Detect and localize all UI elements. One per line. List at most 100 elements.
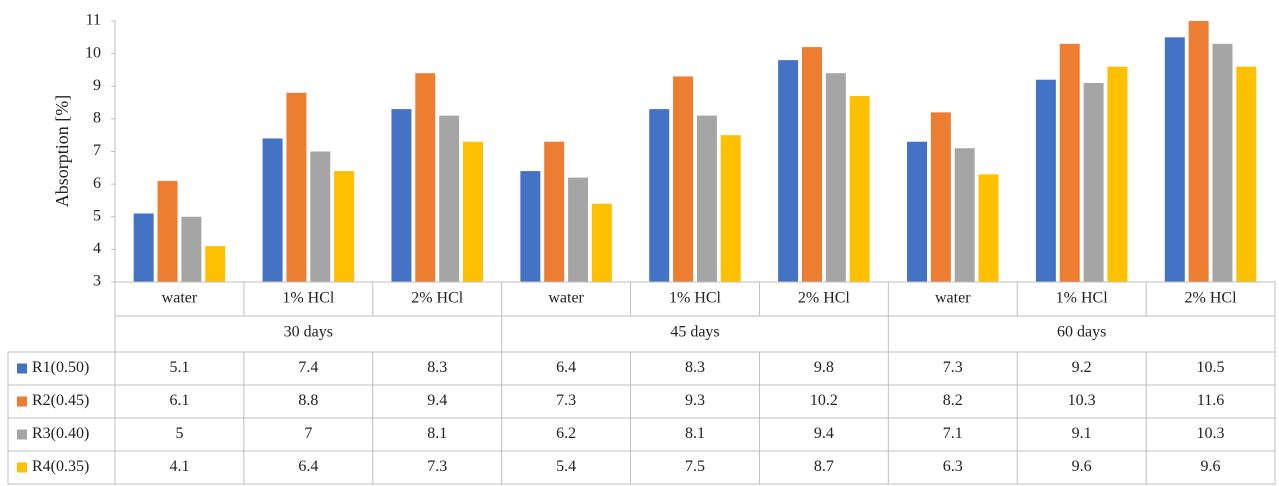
- table-value: 8.3: [685, 359, 705, 376]
- table-value: 7.3: [556, 392, 576, 409]
- bar: [978, 174, 999, 282]
- table-value: 8.1: [685, 425, 705, 442]
- bar: [415, 73, 436, 282]
- table-value: 6.4: [298, 458, 318, 475]
- bar: [1083, 82, 1104, 282]
- y-axis-label: Absorption [%]: [52, 95, 72, 207]
- x-tick-label: 1% HCl: [1056, 290, 1109, 307]
- y-tick-label: 9: [93, 77, 101, 94]
- legend-label: R1(0.50): [32, 359, 89, 376]
- table-value: 7: [304, 425, 312, 442]
- bar: [673, 76, 694, 282]
- bar: [463, 141, 483, 282]
- table-value: 8.2: [943, 392, 963, 409]
- y-tick-label: 10: [85, 44, 101, 61]
- y-tick-label: 3: [93, 273, 101, 290]
- x-tick-label: water: [935, 290, 971, 307]
- bar: [391, 109, 412, 282]
- bar: [849, 96, 870, 282]
- bar: [1059, 43, 1080, 282]
- table-value: 9.4: [814, 425, 834, 442]
- bar: [801, 47, 822, 282]
- table-value: 11.6: [1197, 392, 1224, 409]
- legend-label: R4(0.35): [32, 458, 89, 475]
- x-tick-label: 1% HCl: [282, 290, 335, 307]
- table-value: 10.5: [1197, 359, 1225, 376]
- bar: [310, 151, 331, 282]
- bar: [520, 171, 541, 282]
- bar: [930, 112, 951, 282]
- table-value: 8.3: [427, 359, 447, 376]
- table-value: 5.4: [556, 458, 576, 475]
- y-tick-label: 7: [93, 142, 101, 159]
- table-value: 8.7: [814, 458, 834, 475]
- table-value: 6.4: [556, 359, 576, 376]
- x-tick-label: 1% HCl: [669, 290, 722, 307]
- bar: [778, 60, 799, 282]
- table-value: 9.2: [1072, 359, 1092, 376]
- bar: [286, 92, 307, 282]
- table-value: 10.3: [1068, 392, 1096, 409]
- bar: [825, 73, 846, 282]
- bar: [334, 171, 355, 282]
- group-label: 45 days: [670, 324, 719, 341]
- legend-key: [17, 462, 27, 473]
- group-label: 30 days: [284, 324, 333, 341]
- y-tick-label: 5: [93, 207, 101, 224]
- table-value: 9.3: [685, 392, 705, 409]
- x-tick-label: water: [162, 290, 198, 307]
- table-value: 8.1: [427, 425, 447, 442]
- table-value: 5: [175, 425, 183, 442]
- bar: [133, 213, 154, 282]
- table-value: 9.4: [427, 392, 447, 409]
- bar: [954, 148, 975, 282]
- bar: [568, 177, 589, 282]
- table-value: 8.8: [298, 392, 318, 409]
- bar: [1188, 21, 1209, 282]
- bar: [1164, 37, 1185, 282]
- table-value: 4.1: [169, 458, 189, 475]
- table-value: 6.3: [943, 458, 963, 475]
- y-tick-label: 8: [93, 110, 101, 127]
- x-tick-label: 2% HCl: [798, 290, 851, 307]
- bar: [181, 216, 202, 282]
- legend-key: [17, 363, 27, 374]
- bar: [544, 141, 565, 282]
- table-value: 5.1: [169, 359, 189, 376]
- y-tick-label: 6: [93, 175, 101, 192]
- table-value: 9.8: [814, 359, 834, 376]
- bar: [1236, 66, 1257, 282]
- bar: [157, 180, 178, 282]
- bar: [696, 115, 717, 282]
- plot-area: [133, 21, 1257, 282]
- legend-label: R2(0.45): [32, 392, 89, 409]
- bar: [1212, 43, 1233, 282]
- table-value: 7.5: [685, 458, 705, 475]
- table-value: 7.3: [427, 458, 447, 475]
- bar: [439, 115, 460, 282]
- bar: [1035, 79, 1056, 282]
- legend-key: [17, 396, 27, 407]
- bar: [907, 141, 927, 282]
- y-tick-label: 4: [93, 240, 101, 257]
- bar: [649, 109, 670, 282]
- table-value: 7.1: [943, 425, 963, 442]
- legend-label: R3(0.40): [32, 425, 89, 442]
- table-value: 9.6: [1201, 458, 1221, 475]
- x-tick-label: 2% HCl: [411, 290, 464, 307]
- legend-key: [17, 429, 27, 440]
- y-tick-label: 11: [86, 12, 101, 29]
- table-value: 6.2: [556, 425, 576, 442]
- bar: [591, 203, 612, 282]
- table-value: 10.2: [810, 392, 838, 409]
- table-value: 7.4: [298, 359, 318, 376]
- bar: [1107, 66, 1128, 282]
- bar: [205, 246, 226, 282]
- x-tick-label: water: [548, 290, 584, 307]
- table-value: 10.3: [1197, 425, 1225, 442]
- table-value: 9.6: [1072, 458, 1092, 475]
- table-value: 9.1: [1072, 425, 1092, 442]
- table-value: 6.1: [169, 392, 189, 409]
